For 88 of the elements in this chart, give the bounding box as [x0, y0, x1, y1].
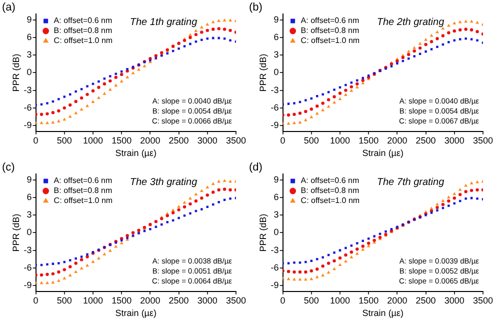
- y-tick-label: 0: [274, 227, 279, 238]
- y-tick-label: 0: [274, 67, 279, 78]
- legend-label: C: offset=1.0 nm: [300, 36, 360, 46]
- x-tick-label: 500: [304, 135, 319, 146]
- legend-label: B: offset=0.8 nm: [300, 186, 360, 196]
- x-tick-label: 0: [280, 135, 286, 146]
- x-tick-label: 2000: [387, 135, 408, 146]
- x-tick-label: 2500: [416, 135, 436, 146]
- x-tick-label: 1000: [330, 135, 350, 146]
- y-tick-label: 6: [26, 32, 32, 42]
- y-axis-title: PPR (dB): [10, 54, 21, 92]
- x-axis-title: Strain (µε): [115, 148, 156, 158]
- x-tick-label: 3500: [472, 135, 494, 146]
- y-tick-label: 9: [26, 14, 32, 24]
- x-tick-label: 1000: [330, 295, 350, 306]
- x-tick-label: 500: [56, 295, 72, 306]
- x-tick-label: 3500: [472, 295, 494, 306]
- x-tick-label: 3000: [197, 295, 218, 306]
- y-tick-label: -6: [24, 262, 32, 272]
- x-axis-title: Strain (µε): [362, 148, 404, 158]
- legend-label: A: offset=0.6 nm: [300, 16, 360, 26]
- x-tick-label: 2000: [140, 295, 160, 306]
- x-tick-label: 1500: [112, 135, 132, 146]
- y-tick-label: 6: [274, 192, 279, 202]
- x-tick-label: 2500: [168, 135, 189, 146]
- text: (d): [249, 162, 262, 174]
- legend-label: A: offset=0.6 nm: [300, 176, 360, 186]
- chart-title: The 1th grating: [130, 16, 198, 28]
- x-axis-title: Strain (µε): [115, 308, 156, 318]
- legend-label: B: offset=0.8 nm: [300, 26, 360, 36]
- x-tick-label: 500: [304, 295, 319, 306]
- y-tick-label: 9: [274, 14, 279, 24]
- legend-label: A: offset=0.6 nm: [54, 176, 112, 186]
- y-tick-label: 6: [26, 192, 32, 202]
- x-tick-label: 0: [33, 295, 38, 306]
- text: (b): [249, 2, 262, 14]
- legend-label: C: offset=1.0 nm: [54, 36, 113, 46]
- y-tick-label: 0: [26, 227, 32, 238]
- y-tick-label: -9: [24, 280, 32, 290]
- chart-title: The 3th grating: [130, 176, 198, 188]
- y-tick-label: -3: [270, 244, 279, 255]
- legend-label: B: offset=0.8 nm: [54, 26, 112, 36]
- legend-label: A: offset=0.6 nm: [54, 16, 112, 26]
- text: (a): [2, 2, 16, 14]
- y-tick-label: -6: [24, 102, 32, 112]
- x-tick-label: 2500: [416, 295, 436, 306]
- y-tick-label: -6: [270, 102, 279, 112]
- legend-label: C: offset=1.0 nm: [54, 196, 113, 206]
- y-axis-title: PPR (dB): [10, 214, 21, 252]
- y-tick-label: -3: [24, 84, 32, 95]
- x-tick-label: 1500: [358, 295, 379, 306]
- legend-label: B: offset=0.8 nm: [54, 186, 112, 196]
- y-tick-label: -3: [24, 244, 32, 255]
- x-tick-label: 3500: [226, 295, 246, 306]
- y-tick-label: -9: [270, 280, 279, 290]
- x-tick-label: 0: [33, 135, 38, 146]
- y-tick-label: 0: [26, 67, 32, 78]
- x-axis-title: Strain (µε): [362, 308, 404, 318]
- x-tick-label: 1500: [358, 135, 379, 146]
- y-tick-label: 3: [26, 50, 32, 60]
- x-tick-label: 1000: [82, 295, 104, 306]
- y-axis-title: PPR (dB): [258, 214, 268, 252]
- y-tick-label: 3: [274, 210, 279, 220]
- x-tick-label: 500: [56, 135, 72, 146]
- y-tick-label: 9: [274, 174, 279, 184]
- x-tick-label: 2000: [140, 135, 160, 146]
- y-tick-label: -9: [270, 120, 279, 130]
- y-tick-label: 3: [26, 210, 32, 220]
- y-tick-label: -9: [24, 120, 32, 130]
- x-tick-label: 1500: [112, 295, 132, 306]
- x-tick-label: 2000: [387, 295, 408, 306]
- y-tick-label: -3: [270, 84, 279, 95]
- y-axis-title: PPR (dB): [258, 54, 268, 92]
- x-tick-label: 2500: [168, 295, 189, 306]
- y-tick-label: 6: [274, 32, 279, 42]
- text: (c): [2, 162, 15, 174]
- x-tick-label: 0: [280, 295, 286, 306]
- legend-label: C: offset=1.0 nm: [300, 196, 360, 206]
- x-tick-label: 3000: [444, 135, 464, 146]
- y-tick-label: 3: [274, 50, 279, 60]
- x-tick-label: 3000: [197, 135, 218, 146]
- x-tick-label: 1000: [82, 135, 104, 146]
- x-tick-label: 3000: [444, 295, 464, 306]
- chart-title: The 7th grating: [376, 176, 445, 188]
- y-tick-label: 9: [26, 174, 32, 184]
- x-tick-label: 3500: [226, 135, 246, 146]
- y-tick-label: -6: [270, 262, 279, 272]
- chart-title: The 2th grating: [376, 16, 445, 28]
